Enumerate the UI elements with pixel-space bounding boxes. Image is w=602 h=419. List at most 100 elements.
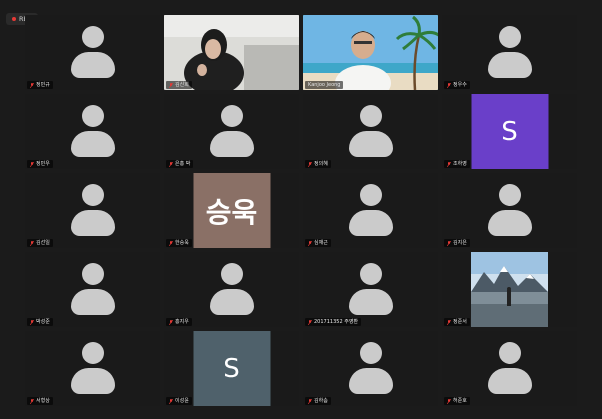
default-avatar-icon xyxy=(348,342,394,394)
default-avatar-icon xyxy=(70,342,116,394)
participant-name-tag: 정준서 xyxy=(444,318,470,326)
default-avatar-icon xyxy=(348,263,394,315)
participant-initial-avatar: 승욱 xyxy=(193,173,270,248)
muted-mic-icon xyxy=(308,398,312,404)
participant-tile[interactable]: 김신희 xyxy=(164,15,299,90)
muted-mic-icon xyxy=(169,240,173,246)
participant-name: 정우수 xyxy=(453,82,467,88)
participant-name: 이성윤 xyxy=(175,398,189,404)
default-avatar-icon xyxy=(70,263,116,315)
participant-initial-avatar: S xyxy=(471,94,548,169)
participant-name-tag: 허준호 xyxy=(444,397,470,405)
muted-mic-icon xyxy=(30,240,34,246)
muted-mic-icon xyxy=(308,319,312,325)
participant-tile[interactable]: 심재근 xyxy=(303,173,438,248)
participant-initial-avatar: S xyxy=(193,331,270,406)
default-avatar-icon xyxy=(70,26,116,78)
participant-tile[interactable]: 정우수 xyxy=(442,15,577,90)
default-avatar-icon xyxy=(348,184,394,236)
participant-name: 정의혜 xyxy=(314,161,328,167)
participant-tile-active-speaker[interactable]: Kanjoo Jeong xyxy=(303,15,438,90)
participant-name-tag: 서형상 xyxy=(27,397,53,405)
participant-tile[interactable]: 201711352 주영환 xyxy=(303,252,438,327)
participant-name: 허준호 xyxy=(453,398,467,404)
default-avatar-icon xyxy=(70,105,116,157)
participant-tile[interactable]: 박성준 xyxy=(25,252,160,327)
participant-name-tag: 조하영 xyxy=(444,160,470,168)
default-avatar-icon xyxy=(209,263,255,315)
muted-mic-icon xyxy=(308,240,312,246)
participant-tile[interactable]: 서형상 xyxy=(25,331,160,406)
participant-name: 심재근 xyxy=(314,240,328,246)
muted-mic-icon xyxy=(169,398,173,404)
participant-name-tag: Kanjoo Jeong xyxy=(305,81,344,89)
participant-name: 김신희 xyxy=(175,82,189,88)
participant-name: 조하영 xyxy=(453,161,467,167)
muted-mic-icon xyxy=(169,82,173,88)
record-dot-icon xyxy=(12,17,16,21)
participant-name-tag: 홍지우 xyxy=(166,318,192,326)
muted-mic-icon xyxy=(30,398,34,404)
participant-name: 홍지우 xyxy=(175,319,189,325)
participant-name: 한승욱 xyxy=(175,240,189,246)
participant-tile[interactable]: 정민규 xyxy=(25,15,160,90)
participant-name: 박성준 xyxy=(36,319,50,325)
participant-tile[interactable]: 정민우 xyxy=(25,94,160,169)
participant-video xyxy=(164,15,299,90)
video-grid: 정민규 김신희 xyxy=(25,15,577,406)
participant-name-tag: 한승욱 xyxy=(166,239,192,247)
muted-mic-icon xyxy=(447,82,451,88)
default-avatar-icon xyxy=(209,105,255,157)
muted-mic-icon xyxy=(447,240,451,246)
participant-tile[interactable]: 김선일 xyxy=(25,173,160,248)
participant-name: 은홍 박 xyxy=(175,161,191,167)
participant-name-tag: 이성윤 xyxy=(166,397,192,405)
muted-mic-icon xyxy=(169,161,173,167)
participant-name-tag: 김선일 xyxy=(27,239,53,247)
participant-name-tag: 201711352 주영환 xyxy=(305,318,362,326)
muted-mic-icon xyxy=(30,319,34,325)
participant-name-tag: 정우수 xyxy=(444,81,470,89)
participant-tile[interactable]: 홍지우 xyxy=(164,252,299,327)
participant-name-tag: 정민규 xyxy=(27,81,53,89)
participant-tile[interactable]: 허준호 xyxy=(442,331,577,406)
muted-mic-icon xyxy=(447,398,451,404)
participant-tile[interactable]: S 조하영 xyxy=(442,94,577,169)
participant-name: 정민규 xyxy=(36,82,50,88)
default-avatar-icon xyxy=(487,26,533,78)
participant-tile[interactable]: S 이성윤 xyxy=(164,331,299,406)
muted-mic-icon xyxy=(30,82,34,88)
participant-name-tag: 김하솜 xyxy=(305,397,331,405)
participant-tile[interactable]: 김하솜 xyxy=(303,331,438,406)
participant-tile[interactable]: 정준서 xyxy=(442,252,577,327)
muted-mic-icon xyxy=(308,161,312,167)
participant-name: 김지은 xyxy=(453,240,467,246)
muted-mic-icon xyxy=(447,319,451,325)
default-avatar-icon xyxy=(487,184,533,236)
participant-name: 김하솜 xyxy=(314,398,328,404)
participant-name-tag: 정민우 xyxy=(27,160,53,168)
participant-name-tag: 김신희 xyxy=(166,81,192,89)
participant-name-tag: 심재근 xyxy=(305,239,331,247)
participant-tile[interactable]: 은홍 박 xyxy=(164,94,299,169)
participant-name: Kanjoo Jeong xyxy=(308,82,341,88)
participant-name-tag: 박성준 xyxy=(27,318,53,326)
participant-name: 정준서 xyxy=(453,319,467,325)
participant-video xyxy=(303,15,438,90)
participant-name-tag: 은홍 박 xyxy=(166,160,194,168)
default-avatar-icon xyxy=(487,342,533,394)
participant-name: 서형상 xyxy=(36,398,50,404)
default-avatar-icon xyxy=(348,105,394,157)
participant-tile[interactable]: 김지은 xyxy=(442,173,577,248)
participant-name-tag: 김지은 xyxy=(444,239,470,247)
participant-name: 정민우 xyxy=(36,161,50,167)
participant-tile[interactable]: 승욱 한승욱 xyxy=(164,173,299,248)
muted-mic-icon xyxy=(30,161,34,167)
participant-video xyxy=(442,252,577,327)
participant-name: 김선일 xyxy=(36,240,50,246)
participant-name: 201711352 주영환 xyxy=(314,319,359,325)
participant-tile[interactable]: 정의혜 xyxy=(303,94,438,169)
participant-name-tag: 정의혜 xyxy=(305,160,331,168)
muted-mic-icon xyxy=(169,319,173,325)
default-avatar-icon xyxy=(70,184,116,236)
